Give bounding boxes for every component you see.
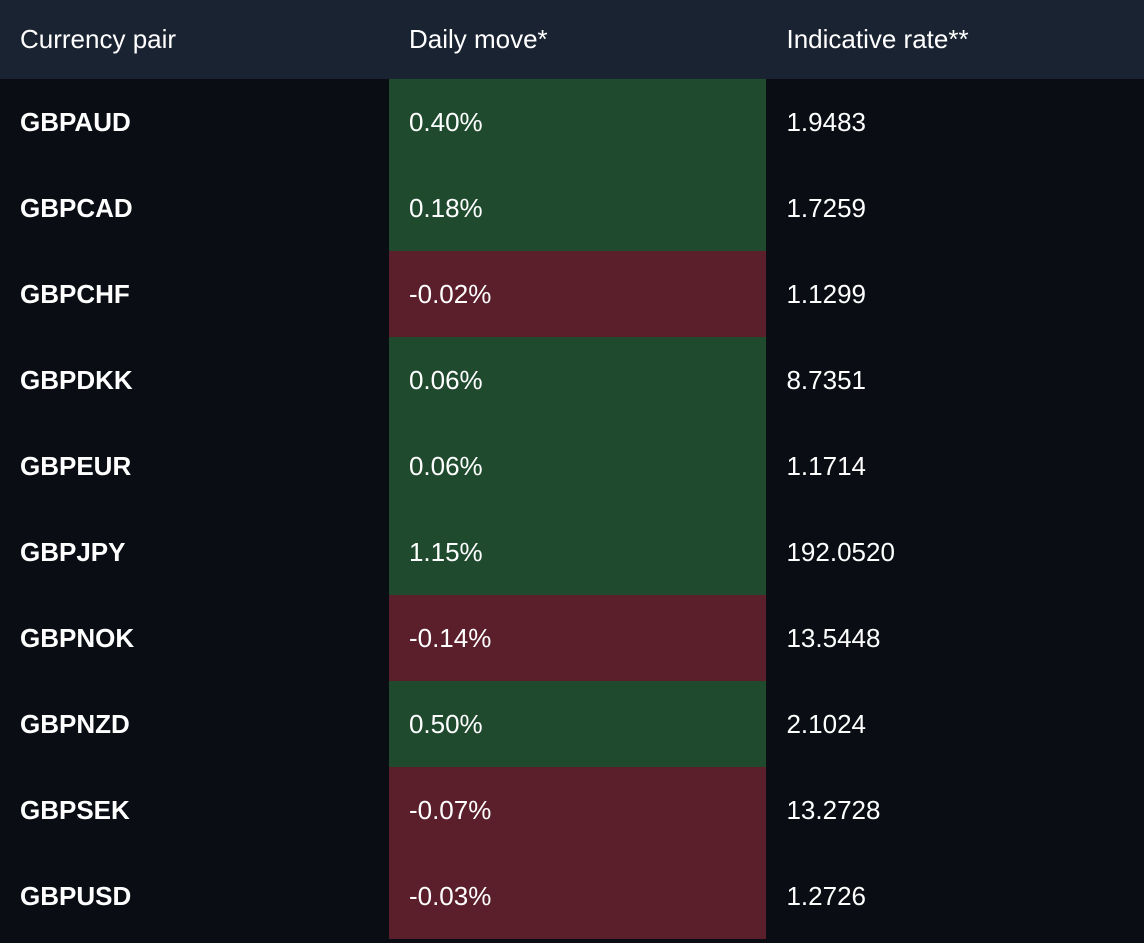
table-body: GBPAUD 0.40% 1.9483 GBPCAD 0.18% 1.7259 … xyxy=(0,79,1144,939)
table-row[interactable]: GBPCAD 0.18% 1.7259 xyxy=(0,165,1144,251)
indicative-rate-cell: 1.7259 xyxy=(766,165,1144,251)
currency-pair-cell: GBPJPY xyxy=(0,509,389,595)
daily-move-cell: 1.15% xyxy=(389,509,767,595)
currency-pair-cell: GBPAUD xyxy=(0,79,389,165)
currency-pair-cell: GBPEUR xyxy=(0,423,389,509)
currency-pair-cell: GBPCAD xyxy=(0,165,389,251)
table-header-row: Currency pair Daily move* Indicative rat… xyxy=(0,0,1144,79)
indicative-rate-cell: 1.1299 xyxy=(766,251,1144,337)
daily-move-cell: 0.40% xyxy=(389,79,767,165)
currency-pair-cell: GBPCHF xyxy=(0,251,389,337)
indicative-rate-cell: 1.1714 xyxy=(766,423,1144,509)
indicative-rate-cell: 8.7351 xyxy=(766,337,1144,423)
table-row[interactable]: GBPNZD 0.50% 2.1024 xyxy=(0,681,1144,767)
table-row[interactable]: GBPNOK -0.14% 13.5448 xyxy=(0,595,1144,681)
column-header-move[interactable]: Daily move* xyxy=(389,0,767,79)
table-row[interactable]: GBPSEK -0.07% 13.2728 xyxy=(0,767,1144,853)
indicative-rate-cell: 1.2726 xyxy=(766,853,1144,939)
currency-pair-cell: GBPNZD xyxy=(0,681,389,767)
daily-move-cell: 0.18% xyxy=(389,165,767,251)
daily-move-cell: -0.14% xyxy=(389,595,767,681)
daily-move-cell: -0.02% xyxy=(389,251,767,337)
table-row[interactable]: GBPDKK 0.06% 8.7351 xyxy=(0,337,1144,423)
daily-move-cell: -0.07% xyxy=(389,767,767,853)
currency-pair-cell: GBPNOK xyxy=(0,595,389,681)
table-row[interactable]: GBPEUR 0.06% 1.1714 xyxy=(0,423,1144,509)
daily-move-cell: -0.03% xyxy=(389,853,767,939)
daily-move-cell: 0.50% xyxy=(389,681,767,767)
table-row[interactable]: GBPUSD -0.03% 1.2726 xyxy=(0,853,1144,939)
indicative-rate-cell: 2.1024 xyxy=(766,681,1144,767)
indicative-rate-cell: 13.2728 xyxy=(766,767,1144,853)
currency-pair-cell: GBPDKK xyxy=(0,337,389,423)
table-row[interactable]: GBPCHF -0.02% 1.1299 xyxy=(0,251,1144,337)
currency-pair-cell: GBPSEK xyxy=(0,767,389,853)
currency-pair-cell: GBPUSD xyxy=(0,853,389,939)
daily-move-cell: 0.06% xyxy=(389,423,767,509)
column-header-pair[interactable]: Currency pair xyxy=(0,0,389,79)
column-header-rate[interactable]: Indicative rate** xyxy=(766,0,1144,79)
daily-move-cell: 0.06% xyxy=(389,337,767,423)
indicative-rate-cell: 192.0520 xyxy=(766,509,1144,595)
table-row[interactable]: GBPAUD 0.40% 1.9483 xyxy=(0,79,1144,165)
table-row[interactable]: GBPJPY 1.15% 192.0520 xyxy=(0,509,1144,595)
indicative-rate-cell: 1.9483 xyxy=(766,79,1144,165)
currency-rates-table: Currency pair Daily move* Indicative rat… xyxy=(0,0,1144,939)
indicative-rate-cell: 13.5448 xyxy=(766,595,1144,681)
